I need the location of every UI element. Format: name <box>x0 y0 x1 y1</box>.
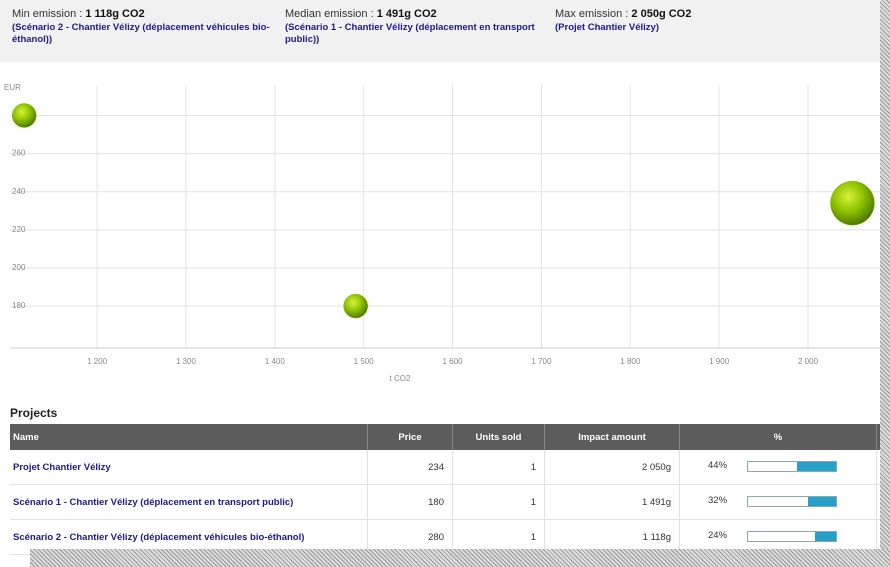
percent-cell: 44% <box>680 450 877 484</box>
percent-bar-track <box>747 531 837 542</box>
x-tick-label: 1 400 <box>265 357 286 366</box>
stat-value: 1 118g CO2 <box>85 8 145 20</box>
stat-project: (Projet Chantier Vélizy) <box>555 22 659 33</box>
project-name: Scénario 1 - Chantier Vélizy (déplacemen… <box>10 485 368 519</box>
y-tick-label: 220 <box>12 225 26 234</box>
stat-project: (Scénario 1 - Chantier Vélizy (déplaceme… <box>285 22 535 45</box>
stat: Median emission : 1 491g CO2 (Scénario 1 … <box>285 8 557 46</box>
table-row: Projet Chantier Vélizy 234 1 2 050g 44% <box>10 450 880 485</box>
table-title: Projects <box>10 406 58 420</box>
percent-bar <box>807 497 836 506</box>
impact-amount: 1 118g <box>545 520 680 554</box>
percent-bar <box>797 462 836 471</box>
frame-edge <box>880 0 890 567</box>
chart: t CO2 EUR 1 200 1 300 1 400 1 500 1 600 1 700… <box>4 83 880 383</box>
y-tick-label: 200 <box>12 263 26 272</box>
stat-value: 1 491g CO2 <box>376 8 437 20</box>
stat-project: (Scénario 2 - Chantier Vélizy (déplaceme… <box>12 22 270 45</box>
percent-cell: 24% <box>680 520 877 554</box>
x-tick-label: 1 800 <box>620 357 641 366</box>
percent-cell: 32% <box>680 485 877 519</box>
percent-label: 24% <box>708 530 728 541</box>
price: 280 <box>368 520 453 554</box>
summary-header: Min emission : 1 118g CO2 (Scénario 2 - C… <box>0 0 880 62</box>
frame-edge <box>30 549 890 567</box>
stat-label: Median emission : <box>285 8 374 20</box>
stat-label: Min emission : <box>12 8 83 20</box>
bubble <box>343 293 368 319</box>
stat-label: Max emission : <box>555 8 629 20</box>
column-header: % <box>680 424 877 450</box>
y-tick-label: 240 <box>12 187 26 196</box>
x-tick-label: 1 300 <box>176 357 197 366</box>
x-tick-label: 1 700 <box>531 357 552 366</box>
stat-value: 2 050g CO2 <box>631 8 692 20</box>
impact-amount: 2 050g <box>545 450 680 484</box>
column-header: Name <box>10 424 368 450</box>
x-axis-title: t CO2 <box>390 374 411 383</box>
x-tick-label: 1 600 <box>443 357 464 366</box>
bubble <box>830 180 875 226</box>
project-name: Scénario 2 - Chantier Vélizy (déplacemen… <box>10 520 368 554</box>
column-header: Units sold <box>453 424 545 450</box>
percent-label: 44% <box>708 460 728 471</box>
percent-bar-track <box>747 496 837 507</box>
y-tick-label: 180 <box>12 301 26 310</box>
bubble <box>11 103 37 128</box>
stat: Min emission : 1 118g CO2 (Scénario 2 - C… <box>12 8 284 46</box>
percent-bar <box>814 532 836 541</box>
price: 180 <box>368 485 453 519</box>
percent-bar-track <box>747 461 837 472</box>
units-sold: 1 <box>453 485 545 519</box>
y-axis-title: EUR <box>4 83 21 92</box>
units-sold: 1 <box>453 520 545 554</box>
x-tick-label: 2 000 <box>798 357 819 366</box>
projects-table: Projects Name Price Units sold Impact amoun… <box>10 404 880 555</box>
price: 234 <box>368 450 453 484</box>
y-tick-label: 260 <box>12 149 26 158</box>
table-header: Name Price Units sold Impact amount% <box>10 424 880 450</box>
units-sold: 1 <box>453 450 545 484</box>
stat: Max emission : 2 050g CO2 (Projet Chantie… <box>555 8 827 34</box>
table-row: Scénario 1 - Chantier Vélizy (déplacemen… <box>10 485 880 520</box>
impact-amount: 1 491g <box>545 485 680 519</box>
project-name: Projet Chantier Vélizy <box>10 450 368 484</box>
x-tick-label: 1 200 <box>87 357 108 366</box>
percent-label: 32% <box>708 495 728 506</box>
x-tick-label: 1 500 <box>354 357 375 366</box>
column-header: Price <box>368 424 453 450</box>
column-header: Impact amount <box>545 424 680 450</box>
x-tick-label: 1 900 <box>709 357 730 366</box>
